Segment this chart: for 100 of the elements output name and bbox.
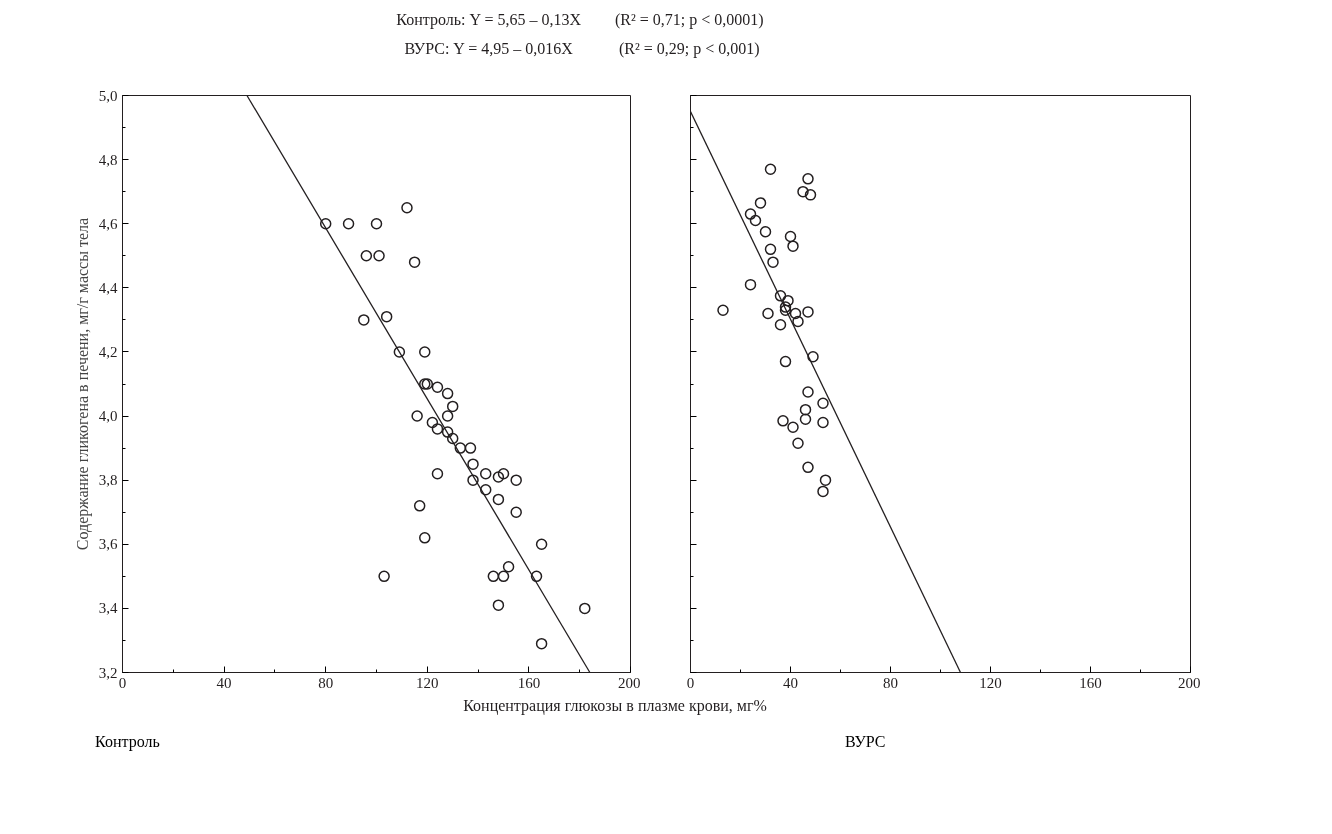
point — [426, 416, 439, 429]
y-tick-label: 4,2 — [98, 343, 118, 360]
text: Контроль — [95, 732, 160, 753]
x-tick-label: 0 — [118, 674, 127, 691]
point — [579, 602, 591, 615]
x-tick-label: 160 — [1079, 674, 1102, 691]
x-tick-label: 120 — [979, 674, 1002, 691]
point — [744, 278, 757, 291]
point — [487, 570, 500, 583]
point — [446, 432, 459, 445]
point — [802, 173, 814, 185]
point — [749, 214, 762, 227]
y-tick-label: 3,8 — [98, 472, 118, 489]
point — [779, 301, 792, 313]
point — [717, 304, 729, 317]
point — [502, 560, 515, 573]
point — [779, 355, 792, 368]
point — [817, 397, 829, 409]
point — [799, 403, 812, 416]
point — [393, 346, 406, 358]
x-tick-label: 40 — [783, 674, 798, 691]
point — [378, 570, 390, 583]
point — [441, 410, 454, 422]
point — [492, 493, 505, 506]
point — [807, 351, 819, 363]
y-tick-label: 3,4 — [98, 600, 118, 617]
y-tick-label: 4,8 — [98, 151, 118, 168]
point — [431, 381, 444, 393]
point — [774, 290, 787, 302]
point — [802, 386, 814, 398]
x-tick-label: 80 — [318, 674, 334, 691]
point — [342, 217, 355, 230]
text: (R² = 0,71; p < 0,0001) — [614, 10, 765, 31]
point — [779, 304, 792, 317]
x-tick-label: 0 — [686, 674, 695, 691]
point — [401, 201, 413, 214]
point — [535, 637, 548, 650]
point — [446, 400, 459, 413]
point — [787, 240, 799, 252]
point — [319, 217, 332, 230]
point — [762, 307, 774, 320]
point — [408, 256, 421, 268]
point — [819, 474, 832, 486]
point — [754, 197, 767, 209]
text: ВУРС: Y = 4,95 – 0,016X — [403, 38, 574, 59]
text: Контроль: Y = 5,65 – 0,13X — [395, 10, 583, 31]
point — [467, 458, 479, 470]
point — [535, 538, 548, 551]
y-tick-label: 4,4 — [98, 279, 118, 296]
point — [380, 310, 393, 323]
point — [510, 474, 522, 486]
point — [777, 415, 789, 427]
x-tick-label: 40 — [216, 674, 232, 691]
point — [817, 416, 829, 429]
y-axis-title: Содержание гликогена в печени, мг/г массы тела — [73, 217, 92, 551]
point — [497, 468, 510, 480]
point — [802, 461, 814, 474]
point — [441, 426, 454, 438]
point — [782, 294, 794, 307]
point — [419, 532, 431, 544]
y-tick-label: 3,2 — [98, 664, 118, 681]
point — [510, 506, 522, 518]
point — [413, 500, 426, 512]
y-tick-label: 3,6 — [98, 536, 118, 553]
point — [789, 307, 802, 320]
y-tick-label: 4,0 — [98, 408, 118, 425]
point — [797, 185, 809, 198]
point — [804, 189, 817, 201]
point — [792, 315, 804, 328]
point — [764, 243, 777, 256]
point — [784, 230, 797, 243]
point — [479, 484, 492, 496]
point — [370, 217, 383, 230]
point — [744, 208, 757, 220]
point — [774, 318, 787, 331]
x-axis-title: Концентрация глюкозы в плазме крови, мг% — [463, 696, 767, 717]
point — [497, 570, 510, 583]
point — [802, 306, 814, 318]
point — [767, 256, 779, 268]
point — [454, 442, 467, 454]
point — [358, 314, 370, 326]
point — [479, 468, 492, 480]
point — [787, 421, 799, 434]
y-tick-label: 4,6 — [98, 215, 118, 232]
point — [431, 423, 444, 435]
x-tick-label: 200 — [1178, 674, 1201, 691]
point — [799, 413, 812, 425]
point — [492, 599, 505, 611]
point — [411, 410, 423, 422]
point — [792, 437, 804, 450]
x-tick-label: 120 — [416, 674, 439, 691]
point — [817, 485, 829, 498]
point — [530, 570, 543, 583]
point — [373, 250, 385, 262]
point — [759, 226, 772, 238]
point — [492, 471, 505, 483]
point — [764, 163, 777, 175]
point — [419, 346, 431, 358]
point — [441, 387, 454, 400]
point — [467, 474, 479, 486]
